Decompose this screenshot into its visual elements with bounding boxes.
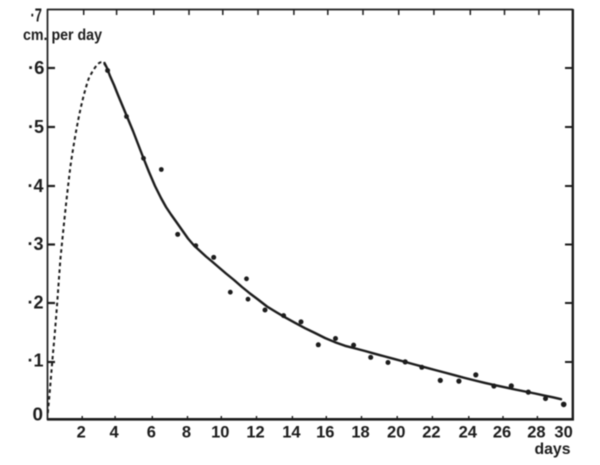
svg-text:·4: ·4 — [28, 175, 45, 196]
svg-text:14: 14 — [282, 424, 301, 442]
svg-text:·3: ·3 — [28, 233, 44, 254]
svg-text:26: 26 — [493, 424, 511, 442]
svg-text:4: 4 — [110, 424, 120, 442]
svg-text:·1: ·1 — [28, 350, 44, 371]
svg-text:30: 30 — [554, 424, 572, 442]
svg-text:6: 6 — [147, 424, 156, 442]
svg-text:2: 2 — [77, 424, 86, 442]
svg-text:28: 28 — [527, 424, 545, 442]
svg-text:12: 12 — [246, 424, 264, 442]
svg-text:cm. per day: cm. per day — [23, 27, 102, 44]
svg-text:·7: ·7 — [31, 5, 43, 26]
svg-text:·2: ·2 — [28, 292, 44, 313]
svg-text:10: 10 — [211, 424, 229, 442]
svg-text:20: 20 — [387, 424, 405, 442]
svg-text:22: 22 — [422, 424, 440, 442]
svg-text:16: 16 — [316, 424, 334, 442]
svg-text:·5: ·5 — [28, 116, 44, 137]
svg-text:8: 8 — [182, 424, 191, 442]
svg-text:24: 24 — [459, 424, 478, 442]
svg-text:·6: ·6 — [28, 57, 45, 78]
svg-text:0: 0 — [33, 404, 44, 425]
svg-text:18: 18 — [351, 424, 369, 442]
svg-text:days: days — [535, 441, 571, 458]
